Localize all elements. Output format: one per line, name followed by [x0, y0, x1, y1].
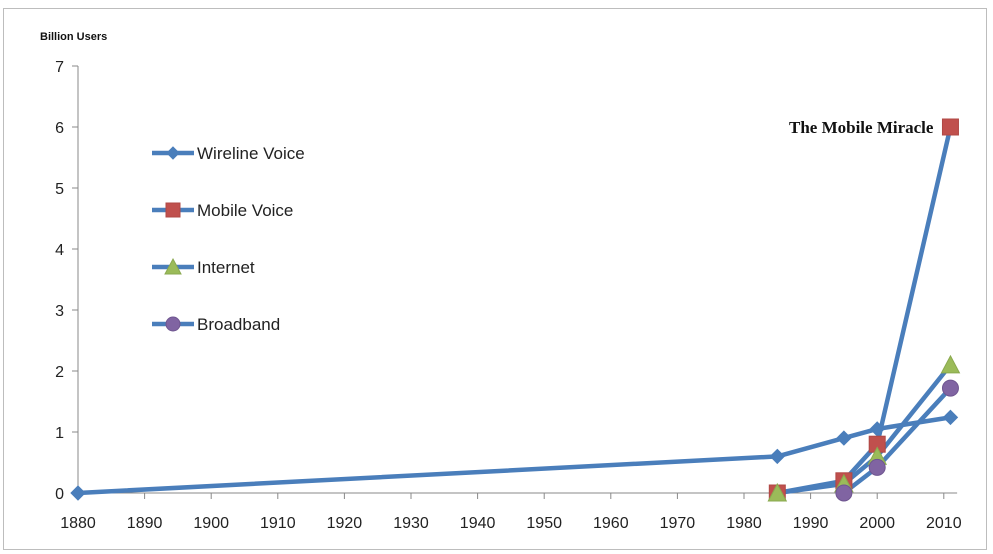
legend-item-wireline-voice: Wireline Voice	[152, 144, 305, 163]
x-tick-label: 1950	[526, 515, 562, 532]
series-line-internet	[775, 362, 953, 496]
y-tick-label: 6	[55, 120, 64, 137]
x-tick-label: 1970	[660, 515, 696, 532]
legend-label: Internet	[197, 258, 255, 277]
x-tick-label: 1980	[726, 515, 762, 532]
legend-item-broadband: Broadband	[152, 315, 280, 334]
data-point-wireline-voice	[836, 430, 852, 446]
y-tick-label: 4	[55, 242, 64, 259]
x-tick-label: 1940	[460, 515, 496, 532]
x-tick-label: 1960	[593, 515, 629, 532]
legend-item-internet: Internet	[152, 257, 255, 277]
y-tick-label: 2	[55, 364, 64, 381]
data-point-broadband	[835, 484, 853, 502]
series-line-broadband	[841, 385, 953, 496]
y-tick-label: 3	[55, 303, 64, 320]
data-point-broadband	[868, 458, 886, 476]
legend-label: Broadband	[197, 315, 280, 334]
y-axis-label: Billion Users	[40, 31, 107, 43]
axes: 0 1 2 3 4 5 6 7 1880 1890 1900 1910 1920 1930 1940 1950…	[55, 59, 962, 532]
legend-item-mobile-voice: Mobile Voice	[152, 201, 293, 220]
x-tick-label: 1910	[260, 515, 296, 532]
y-tick-label: 1	[55, 425, 64, 442]
x-tick-label: 2010	[926, 515, 962, 532]
series-lines	[75, 124, 953, 496]
series-line-mobile-voice	[775, 124, 953, 496]
data-point-wireline-voice	[942, 409, 959, 426]
legend: Wireline Voice Mobile Voice Internet Broadb…	[152, 144, 305, 334]
x-tick-label: 1930	[393, 515, 429, 532]
x-tick-label: 1920	[327, 515, 363, 532]
y-tick-label: 5	[55, 181, 64, 198]
legend-marker	[166, 146, 180, 160]
data-point-internet	[767, 482, 788, 502]
legend-label: Wireline Voice	[197, 144, 305, 163]
y-tick-label: 0	[55, 486, 64, 503]
legend-marker	[165, 316, 181, 332]
data-point-internet	[940, 354, 961, 374]
x-tick-label: 1880	[60, 515, 96, 532]
legend-marker	[164, 257, 182, 275]
legend-label: Mobile Voice	[197, 201, 293, 220]
chart-frame	[3, 8, 987, 550]
annotations: The Mobile Miracle	[789, 118, 934, 137]
x-tick-label: 2000	[859, 515, 895, 532]
x-tick-label: 1990	[793, 515, 829, 532]
annotation-label: The Mobile Miracle	[789, 118, 934, 137]
y-tick-label: 7	[55, 59, 64, 76]
x-tick-label: 1900	[193, 515, 229, 532]
data-point-wireline-voice	[70, 485, 86, 501]
x-tick-label: 1890	[127, 515, 163, 532]
series-markers	[70, 118, 961, 502]
series-line-wireline-voice	[75, 415, 953, 496]
data-point-mobile-voice	[941, 118, 959, 136]
data-point-broadband	[941, 379, 959, 397]
legend-marker	[165, 202, 181, 218]
data-point-wireline-voice	[769, 448, 786, 465]
